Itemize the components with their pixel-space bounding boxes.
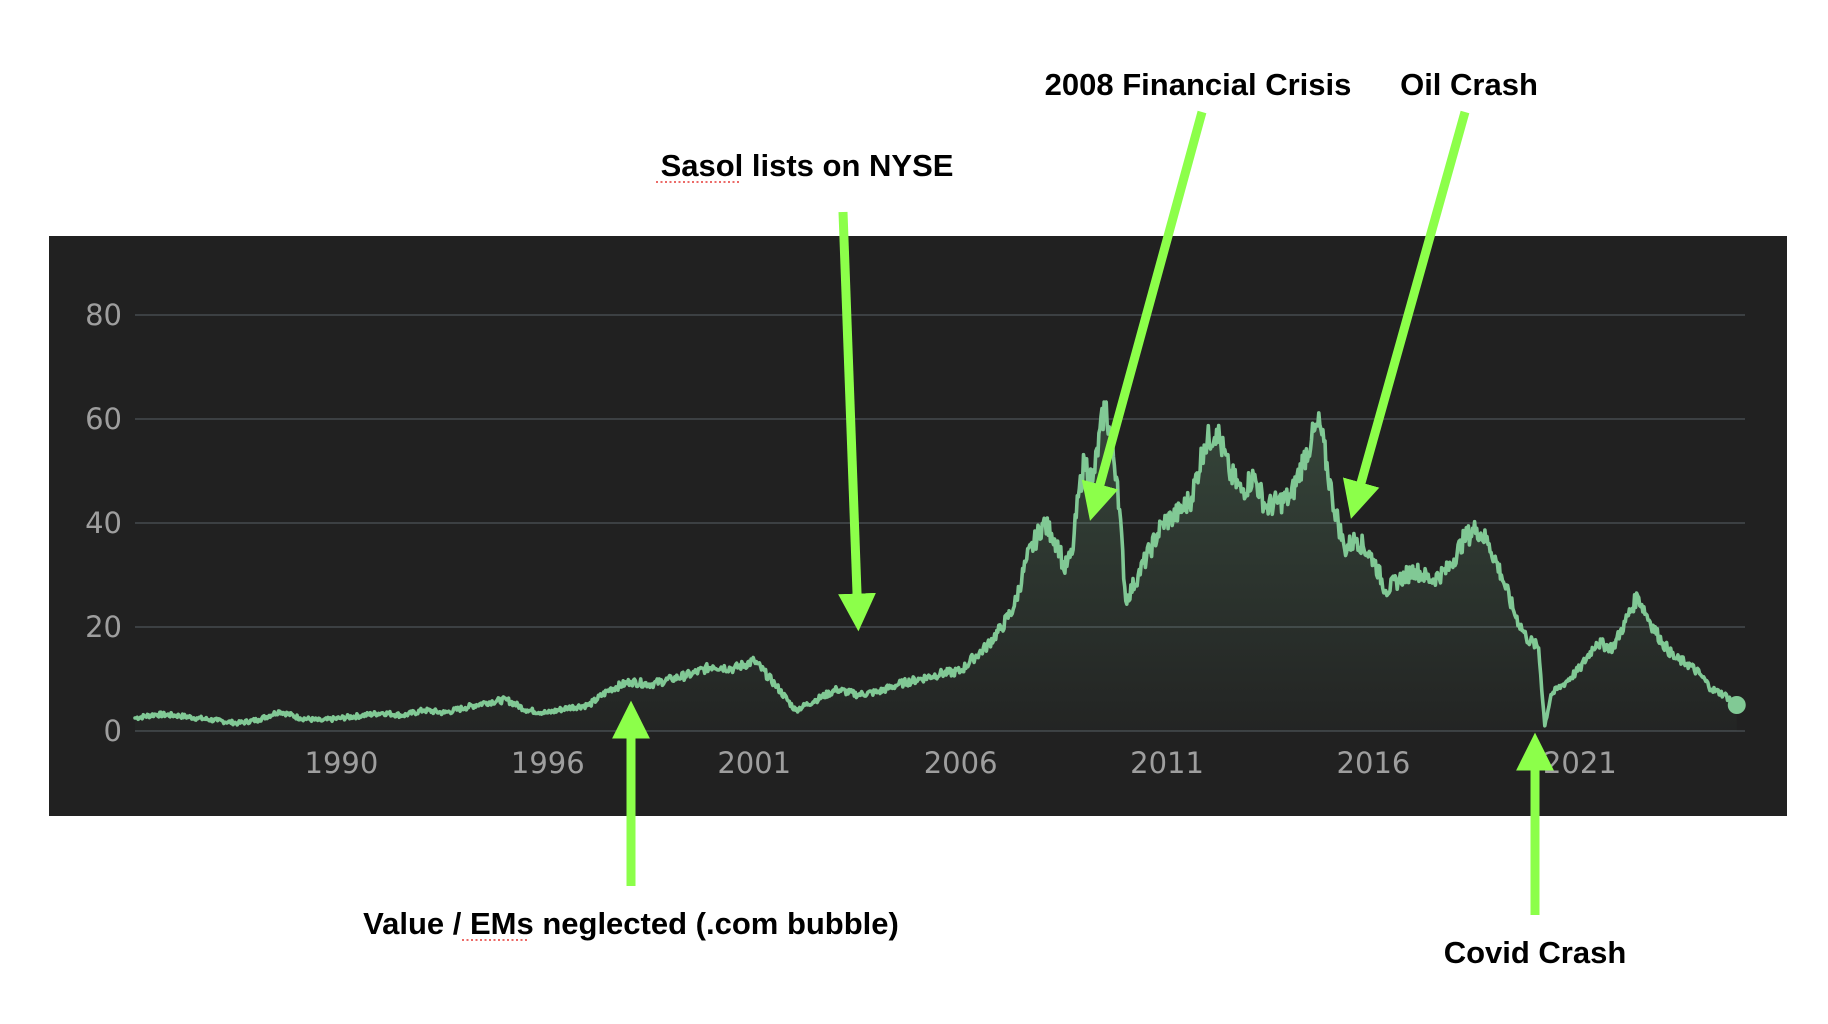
annotation-label-oil-crash: Oil Crash [1400, 67, 1538, 102]
x-tick-label: 2016 [1337, 746, 1411, 780]
x-tick-label: 1996 [511, 746, 585, 780]
y-axis-ticks: 0 20 40 60 80 [85, 298, 122, 748]
annotation-label-covid-crash: Covid Crash [1444, 935, 1627, 970]
x-tick-label: 2006 [924, 746, 998, 780]
price-area-fill [135, 402, 1737, 731]
price-endpoint-marker [1727, 696, 1746, 714]
annotation-arrow-oil-crash [1342, 110, 1470, 519]
annotation-label-nyse-listing: Sasol lists on NYSE [661, 148, 954, 183]
y-tick-label: 60 [85, 402, 122, 436]
annotation-value-neglected: Value / EMs neglected (.com bubble) [363, 700, 899, 941]
annotation-oil-crash: Oil Crash [1342, 67, 1538, 519]
y-tick-label: 20 [85, 610, 122, 644]
y-tick-label: 40 [85, 506, 122, 540]
annotations: 2008 Financial Crisis Oil Crash Sasol li… [363, 67, 1626, 970]
annotation-financial-crisis: 2008 Financial Crisis [1045, 67, 1352, 521]
x-tick-label: 1990 [305, 746, 379, 780]
annotation-label-financial-crisis: 2008 Financial Crisis [1045, 67, 1352, 102]
annotation-arrow-financial-crisis [1081, 110, 1207, 521]
annotation-covid-crash: Covid Crash [1444, 732, 1627, 970]
y-tick-label: 80 [85, 298, 122, 332]
price-line [133, 400, 1739, 728]
x-tick-label: 2001 [717, 746, 791, 780]
y-tick-label: 0 [104, 714, 122, 748]
x-tick-label: 2021 [1543, 746, 1617, 780]
annotation-nyse-listing: Sasol lists on NYSE [656, 148, 954, 632]
x-axis-ticks: 1990 1996 2001 2006 2011 2016 2021 [305, 746, 1617, 780]
annotation-label-value-neglected: Value / EMs neglected (.com bubble) [363, 906, 899, 941]
x-tick-label: 2011 [1130, 746, 1204, 780]
annotation-arrow-nyse-listing [838, 211, 876, 632]
